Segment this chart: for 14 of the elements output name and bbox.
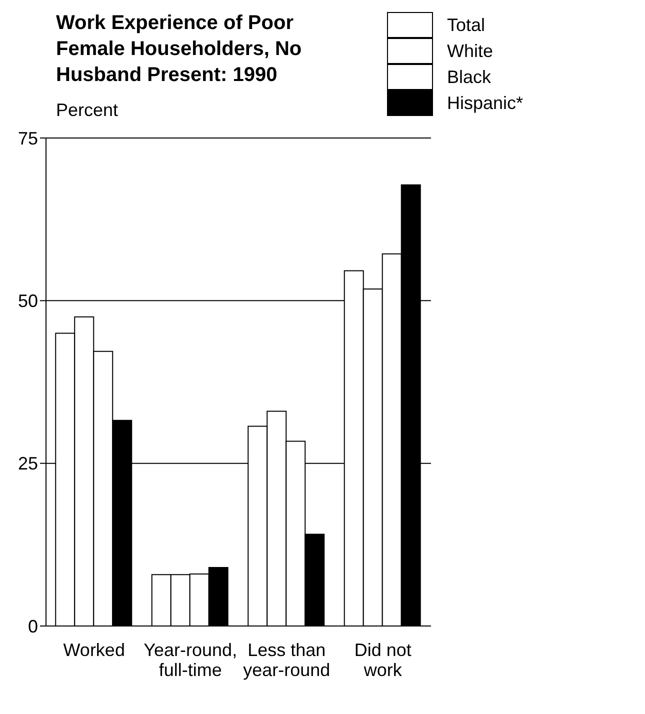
x-tick-label: Worked [63, 640, 125, 660]
x-tick-label: Year-round, full-time [144, 640, 238, 680]
legend-label: White [447, 40, 494, 62]
y-tick-label: 0 [28, 616, 38, 636]
chart-title: Work Experience of Poor Female Householders, No Husband Present: 1990 [56, 11, 303, 88]
y-axis-title: Percent [56, 100, 118, 121]
y-tick-label: 75 [18, 128, 38, 148]
legend-label: Black [447, 66, 492, 88]
legend-label: Total [447, 14, 486, 36]
y-tick-label: 50 [18, 291, 38, 312]
x-tick-label: Did not work [354, 640, 412, 680]
y-tick-label: 25 [18, 454, 38, 474]
legend-label: Hispanic* [447, 92, 524, 114]
x-tick-label: Less than year-round [243, 640, 330, 680]
